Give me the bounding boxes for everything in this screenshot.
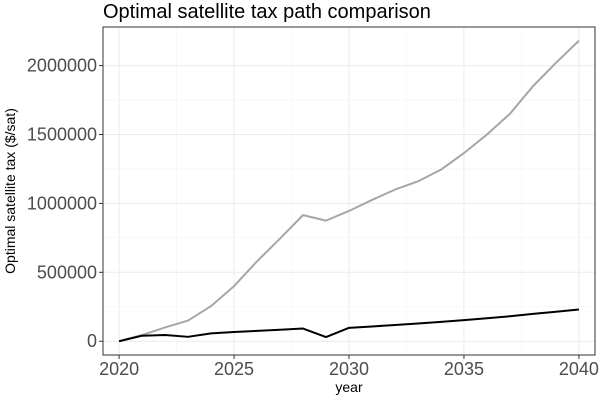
series-lines <box>118 40 580 343</box>
y-tick-label: 0 <box>87 331 97 351</box>
x-tick-label: 2035 <box>444 359 484 379</box>
axis-ticks <box>99 65 580 359</box>
y-tick-label: 1500000 <box>27 124 97 144</box>
series-line-2 <box>118 308 580 343</box>
x-tick-label: 2030 <box>329 359 369 379</box>
x-tick-label: 2020 <box>99 359 139 379</box>
x-tick-label: 2025 <box>214 359 254 379</box>
x-tick-label: 2040 <box>559 359 599 379</box>
y-tick-label: 2000000 <box>27 56 97 76</box>
major-gridlines <box>103 27 595 355</box>
y-tick-label: 500000 <box>37 262 97 282</box>
series-line-1 <box>118 40 580 343</box>
tick-labels: 2020 2025 2030 2035 2040 0 500000 1000000 150000… <box>27 56 599 379</box>
y-tick-label: 1000000 <box>27 193 97 213</box>
y-axis-title: Optimal satellite tax ($/sat) <box>2 108 18 274</box>
chart-title: Optimal satellite tax path comparison <box>103 1 431 23</box>
x-axis-title: year <box>335 379 363 395</box>
